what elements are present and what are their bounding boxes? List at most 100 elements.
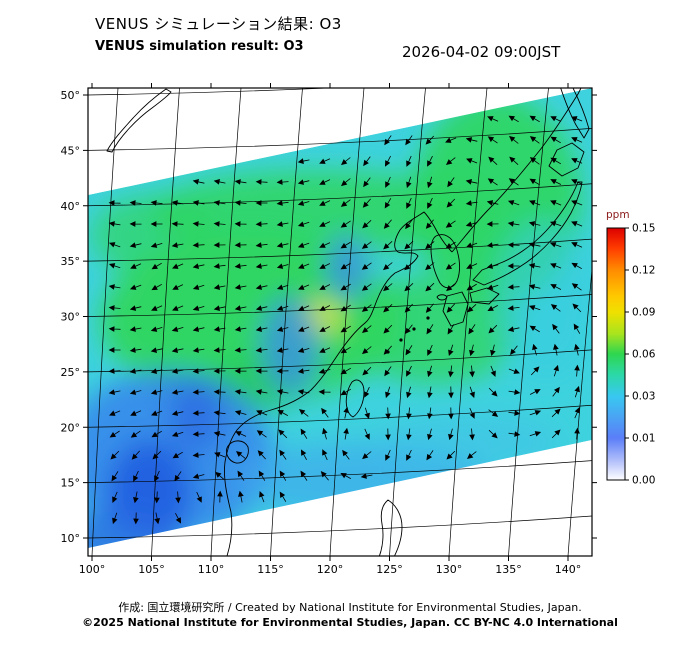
wind-arrow (258, 470, 266, 481)
wind-arrow (297, 200, 310, 206)
island-dot (426, 316, 430, 320)
wind-arrow (446, 198, 456, 208)
wind-arrow (404, 262, 414, 271)
wind-arrow (486, 263, 499, 269)
wind-arrow (384, 135, 392, 146)
wind-arrow (508, 135, 519, 144)
wind-arrow (297, 179, 310, 185)
wind-arrow (529, 325, 540, 333)
wind-arrow (256, 410, 268, 416)
wind-arrow (192, 179, 205, 185)
wind-arrow (364, 386, 370, 398)
y-tick-label: 25° (61, 366, 81, 379)
wind-arrow (508, 368, 520, 374)
y-tick-label: 10° (61, 532, 81, 545)
wind-arrow (488, 387, 498, 397)
wind-arrow (109, 410, 121, 416)
wind-arrow (487, 305, 498, 312)
wind-arrow (363, 156, 371, 167)
wind-arrow (465, 200, 478, 206)
wind-arrow (234, 263, 247, 269)
wind-arrow (446, 303, 455, 313)
x-tick-label: 100° (79, 563, 106, 576)
wind-arrow (131, 450, 140, 460)
wind-arrow (550, 284, 562, 290)
wind-arrow (383, 324, 393, 334)
wind-arrow (234, 410, 247, 416)
wind-arrow (469, 407, 475, 419)
wind-arrow (507, 221, 520, 227)
wind-arrow (425, 282, 435, 292)
wind-arrow (549, 221, 562, 227)
wind-arrow (340, 325, 351, 333)
wind-arrow (133, 512, 139, 525)
wind-arrow (112, 491, 118, 503)
wind-arrow (405, 219, 413, 230)
wind-arrow (529, 431, 542, 437)
island-dot (412, 327, 416, 331)
wind-arrow (319, 158, 331, 164)
wind-arrow (486, 284, 499, 290)
wind-arrow (507, 200, 520, 206)
wind-arrow (129, 305, 142, 311)
wind-arrow (406, 386, 412, 399)
wind-arrow (383, 241, 393, 250)
wind-arrow (192, 368, 205, 374)
wind-arrow (171, 389, 184, 395)
wind-arrow (255, 326, 268, 332)
wind-arrow (427, 197, 433, 209)
x-tick-label: 120° (317, 563, 344, 576)
wind-arrow (234, 221, 247, 227)
wind-arrow (574, 364, 580, 377)
wind-arrow (234, 389, 247, 395)
wind-arrow (446, 283, 456, 292)
wind-arrow (362, 366, 372, 376)
wind-arrow (529, 389, 541, 395)
wind-arrow (340, 178, 351, 187)
wind-arrow (468, 324, 476, 335)
wind-arrow (318, 389, 331, 395)
wind-arrow (150, 242, 163, 248)
wind-arrow (300, 449, 307, 460)
wind-arrow (447, 177, 455, 188)
wind-arrow (530, 366, 540, 376)
wind-arrow (108, 284, 121, 290)
wind-arrow (490, 344, 496, 357)
wind-arrow (361, 325, 372, 333)
wind-arrow (297, 221, 310, 227)
wind-arrow (129, 368, 142, 374)
wind-arrow (129, 347, 142, 353)
wind-arrow (528, 242, 541, 248)
wind-arrow (360, 473, 373, 479)
wind-arrow (550, 116, 562, 122)
wind-arrow (551, 408, 561, 418)
wind-arrow (276, 242, 289, 248)
wind-arrow (574, 427, 580, 440)
wind-arrow (130, 263, 142, 269)
wind-arrow (300, 470, 308, 481)
x-tick-label: 115° (257, 563, 284, 576)
wind-arrow (108, 347, 121, 353)
wind-arrow (213, 326, 226, 332)
wind-arrow (529, 136, 540, 144)
wind-arrow (259, 491, 265, 503)
x-tick-label: 135° (495, 563, 522, 576)
wind-arrow (108, 263, 121, 269)
wind-arrow (129, 389, 142, 395)
wind-arrow (361, 304, 372, 312)
wind-arrow (192, 431, 205, 437)
wind-arrow (192, 305, 205, 311)
wind-arrow (213, 221, 226, 227)
wind-arrow (507, 284, 520, 290)
wind-arrow (465, 137, 478, 143)
wind-arrow (574, 407, 580, 419)
wind-arrow (571, 262, 582, 270)
wind-arrow (234, 200, 247, 206)
wind-arrow (276, 263, 289, 269)
wind-arrow (255, 284, 268, 290)
wind-arrow (151, 283, 162, 291)
wind-arrow (427, 155, 433, 167)
wind-arrow (425, 262, 435, 271)
wind-arrow (171, 221, 184, 227)
wind-arrow (152, 450, 162, 460)
